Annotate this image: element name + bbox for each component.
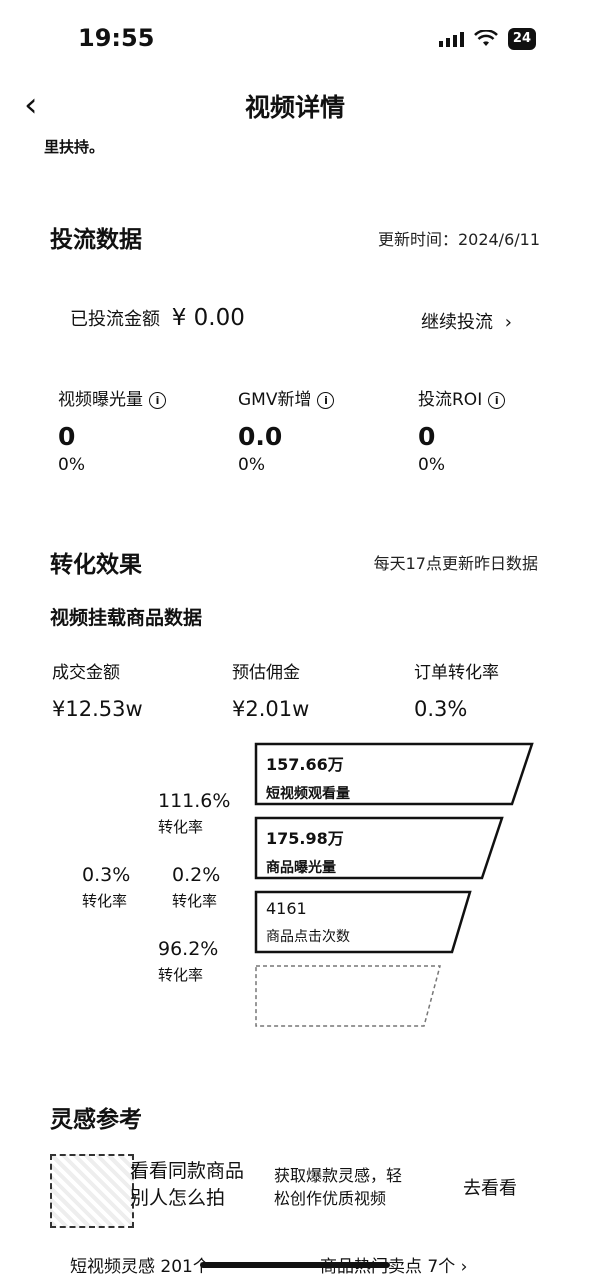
continue-traffic-label: 继续投流 <box>421 312 493 333</box>
funnel-step-3-shape <box>254 890 472 954</box>
home-indicator[interactable] <box>200 1262 390 1268</box>
funnel-label: 商品曝光量 <box>266 860 336 876</box>
stat-gmv: 成交金额 ¥12.53w <box>52 658 143 721</box>
inspiration-card-title[interactable]: 看看同款商品 别人怎么拍 <box>130 1158 244 1212</box>
metric-gmv: GMV新增 i 0.0 0% <box>238 385 335 475</box>
spent-value: ¥ 0.00 <box>171 305 245 331</box>
metric-percent: 0% <box>58 455 85 475</box>
short-video-inspiration-tab[interactable]: 短视频灵感 201个 <box>70 1257 210 1277</box>
stat-value: ¥12.53w <box>52 697 143 721</box>
chevron-right-icon: › <box>504 312 512 333</box>
inspiration-description: 获取爆款灵感，轻 松创作优质视频 <box>274 1164 402 1210</box>
funnel-label: 短视频观看量 <box>266 786 350 802</box>
status-icons: 24 <box>438 28 536 50</box>
conversion-update-note: 每天17点更新昨日数据 <box>373 554 538 573</box>
status-time: 19:55 <box>78 24 155 52</box>
info-icon[interactable]: i <box>149 391 166 409</box>
stat-commission: 预估佣金 ¥2.01w <box>232 658 309 721</box>
stat-value: 0.3% <box>414 697 468 721</box>
rate-view-to-exposure: 111.6% 转化率 <box>158 790 230 837</box>
metric-value: 0 <box>58 422 76 451</box>
rate-label: 转化率 <box>172 892 218 910</box>
metric-exposure: 视频曝光量 i 0 0% <box>58 385 166 475</box>
traffic-section-title: 投流数据 <box>50 227 142 253</box>
continue-traffic-button[interactable]: 继续投流 › <box>421 308 512 334</box>
metric-percent: 0% <box>418 455 445 475</box>
inspiration-desc-line-1: 获取爆款灵感，轻 <box>274 1166 403 1185</box>
rate-value: 0.2% <box>172 864 221 886</box>
info-icon[interactable]: i <box>488 391 506 409</box>
funnel-value: 157.66万 <box>266 755 344 774</box>
signal-icon <box>438 31 464 47</box>
rate-label: 转化率 <box>158 818 204 836</box>
funnel-step-3: 4161 商品点击次数 <box>266 899 350 946</box>
spent-label: 已投流金额 <box>70 309 160 330</box>
traffic-updated-time: 更新时间：2024/6/11 <box>377 230 540 249</box>
stat-value: ¥2.01w <box>232 697 310 721</box>
metric-label: 投流ROI <box>418 390 483 410</box>
metric-label: 视频曝光量 <box>58 390 143 410</box>
inspiration-card-line-1: 看看同款商品 <box>130 1160 245 1182</box>
funnel-value: 4161 <box>266 899 307 918</box>
metric-value: 0 <box>418 422 436 451</box>
back-chevron-icon[interactable]: ‹ <box>24 85 38 125</box>
rate-label: 转化率 <box>82 892 128 910</box>
funnel-step-1: 157.66万 短视频观看量 <box>266 751 350 803</box>
inspiration-card-line-2: 别人怎么拍 <box>130 1187 226 1209</box>
video-thumbnail-image[interactable] <box>50 1154 134 1228</box>
stat-label: 成交金额 <box>52 663 120 683</box>
stat-label: 预估佣金 <box>232 663 300 683</box>
funnel-step-2: 175.98万 商品曝光量 <box>266 825 344 877</box>
funnel-step-1-shape <box>254 742 534 806</box>
conversion-subtitle: 视频挂载商品数据 <box>50 607 203 629</box>
inspiration-desc-line-2: 松创作优质视频 <box>274 1189 387 1208</box>
funnel-label: 商品点击次数 <box>266 929 350 945</box>
spent-row: 已投流金额 ¥ 0.00 <box>70 305 245 331</box>
rate-value: 96.2% <box>158 938 219 960</box>
go-see-button[interactable]: 去看看 <box>463 1178 517 1199</box>
rate-overall: 0.3% 转化率 <box>82 864 130 911</box>
metric-roi: 投流ROI i 0 0% <box>418 385 506 475</box>
funnel-step-2-shape <box>254 816 504 880</box>
stat-label: 订单转化率 <box>414 663 499 683</box>
battery-icon: 24 <box>507 28 536 50</box>
rate-click-to-order: 96.2% 转化率 <box>158 938 218 985</box>
rate-value: 0.3% <box>82 864 131 886</box>
metric-percent: 0% <box>238 455 265 475</box>
wifi-icon <box>474 30 498 46</box>
rate-exposure-to-click: 0.2% 转化率 <box>172 864 220 911</box>
funnel-step-4-shape <box>255 965 441 1027</box>
cutoff-text: 里扶持。 <box>44 138 105 156</box>
stat-order-rate: 订单转化率 0.3% <box>414 658 499 721</box>
rate-value: 111.6% <box>158 790 231 812</box>
page-title: 视频详情 <box>244 93 345 122</box>
info-icon[interactable]: i <box>317 391 335 409</box>
metric-label: GMV新增 <box>238 390 312 410</box>
inspiration-section-title: 灵感参考 <box>50 1107 142 1133</box>
conversion-section-title: 转化效果 <box>50 552 142 578</box>
funnel-value: 175.98万 <box>266 829 344 848</box>
metric-value: 0.0 <box>238 422 283 451</box>
rate-label: 转化率 <box>158 966 204 984</box>
